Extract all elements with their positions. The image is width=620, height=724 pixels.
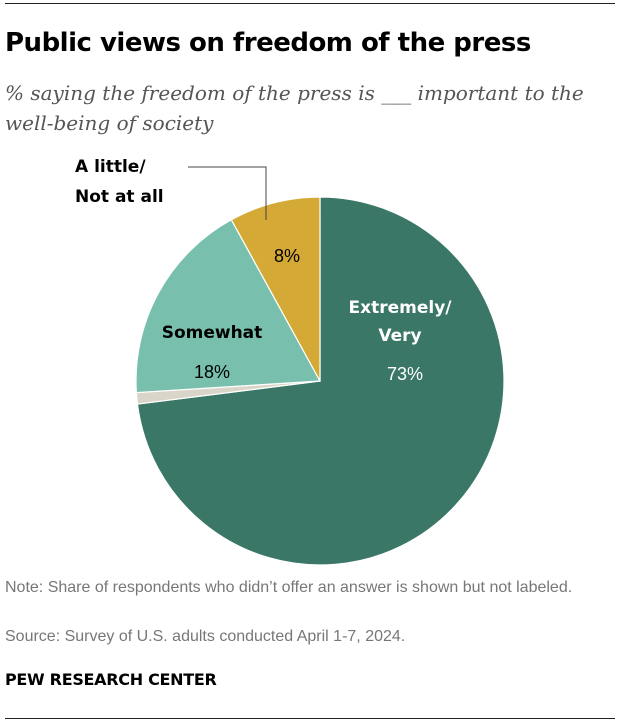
pie-slice-3: [230, 196, 321, 382]
chart-note: Note: Share of respondents who didn’t of…: [5, 579, 573, 596]
bottom-rule: [5, 718, 615, 719]
slice-value-extremely-very: 73%: [387, 364, 423, 384]
slice-label-very: Very: [378, 326, 421, 346]
chart-subtitle: % saying the freedom of the press is ___…: [5, 81, 584, 135]
slice-label-somewhat: Somewhat: [162, 323, 263, 343]
top-rule: [5, 3, 615, 4]
pie-slice-2: [135, 218, 321, 394]
leader-line-a-little: [188, 166, 267, 220]
slice-label-extremely: Extremely/: [349, 298, 453, 318]
slice-value-somewhat: 18%: [194, 362, 230, 382]
pie-slice-0: [136, 196, 505, 566]
slice-label-a-little: A little/: [75, 157, 146, 177]
slice-label-not-at-all: Not at all: [75, 187, 164, 207]
chart-source: Source: Survey of U.S. adults conducted …: [5, 628, 406, 645]
brand-logo-text: PEW RESEARCH CENTER: [5, 670, 217, 689]
slice-value-a-little: 8%: [274, 246, 300, 266]
chart-title: Public views on freedom of the press: [5, 28, 531, 58]
